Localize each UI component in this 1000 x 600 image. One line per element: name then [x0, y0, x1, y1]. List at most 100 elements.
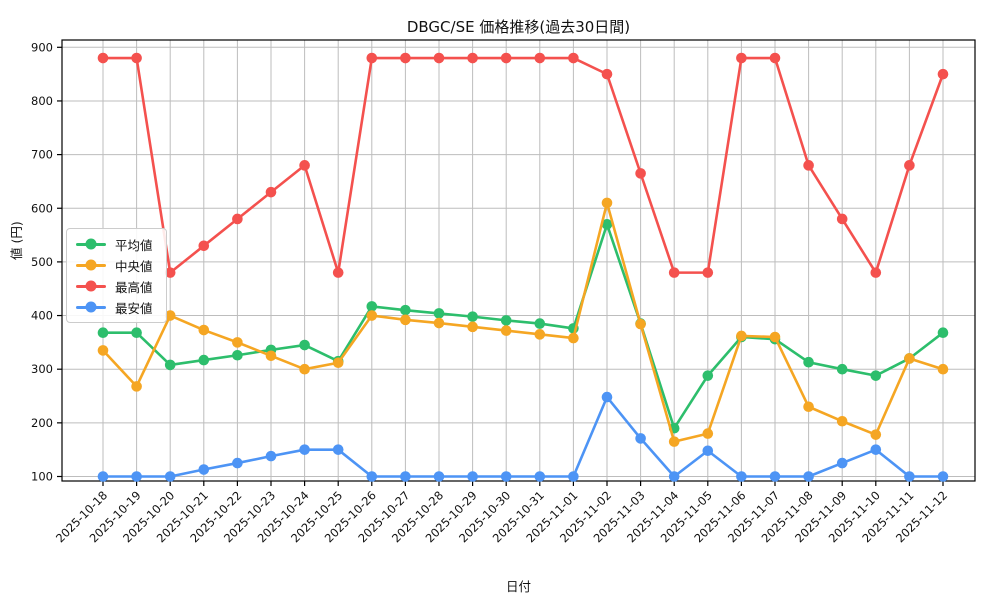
data-point — [265, 186, 277, 198]
data-point — [870, 444, 882, 455]
data-point — [635, 168, 646, 179]
data-point — [836, 415, 848, 427]
data-point — [904, 353, 915, 364]
data-point — [635, 318, 646, 330]
data-point — [500, 471, 512, 482]
data-point — [332, 357, 344, 369]
series-1 — [97, 197, 949, 447]
data-point — [870, 267, 882, 278]
data-point — [534, 318, 546, 329]
legend-line-marker-icon — [76, 301, 106, 313]
legend-label: 最安値 — [115, 300, 153, 316]
data-point — [232, 337, 243, 348]
y-tick-label: 500 — [31, 255, 53, 269]
legend-label: 中央値 — [115, 258, 153, 274]
data-point — [366, 52, 378, 64]
series-2 — [97, 52, 949, 278]
data-point — [433, 471, 445, 482]
legend-line-marker-icon — [76, 280, 106, 292]
data-point — [904, 471, 915, 482]
data-point — [702, 445, 714, 457]
data-point — [601, 197, 613, 209]
data-point — [568, 52, 579, 64]
legend-item: 最高値 — [76, 278, 153, 295]
data-point — [702, 267, 714, 278]
y-tick-label: 600 — [31, 201, 53, 215]
x-axis-label: 日付 — [505, 579, 531, 594]
data-point — [164, 310, 176, 321]
data-point — [232, 349, 243, 361]
y-tick-label: 900 — [31, 40, 53, 54]
data-point — [198, 464, 210, 475]
legend-item: 最安値 — [76, 299, 153, 316]
data-point — [500, 315, 512, 326]
data-point — [937, 471, 949, 482]
data-point — [400, 52, 411, 64]
chart-title: DBGC/SE 価格推移(過去30日間) — [406, 18, 631, 36]
data-point — [198, 240, 210, 252]
series-0 — [97, 219, 949, 434]
data-point — [937, 363, 949, 375]
x-axis: 2025-10-182025-10-192025-10-202025-10-21… — [53, 481, 950, 545]
data-point — [803, 356, 814, 368]
data-point — [769, 471, 781, 482]
data-point — [601, 68, 613, 80]
data-point — [131, 471, 142, 482]
data-point — [366, 310, 378, 321]
data-point — [803, 401, 814, 413]
data-point — [568, 471, 579, 482]
data-point — [702, 370, 714, 381]
data-point — [769, 331, 781, 343]
data-point — [366, 471, 378, 482]
data-point — [736, 330, 747, 342]
data-point — [433, 317, 445, 329]
data-point — [803, 471, 814, 482]
data-point — [299, 339, 310, 351]
data-point — [937, 68, 949, 80]
gridlines — [62, 40, 975, 481]
data-point — [467, 471, 478, 482]
data-point — [736, 471, 747, 482]
data-point — [131, 381, 142, 392]
legend: 平均値中央値最高値最安値 — [66, 228, 167, 323]
legend-label: 平均値 — [115, 237, 153, 253]
y-axis-label: 値 (円) — [9, 221, 24, 260]
data-point — [467, 311, 478, 322]
data-point — [601, 219, 613, 230]
data-point — [870, 429, 882, 440]
data-point — [232, 213, 243, 225]
data-point — [668, 267, 680, 278]
y-tick-label: 700 — [31, 148, 53, 162]
data-point — [568, 332, 579, 344]
series-3 — [97, 391, 949, 482]
data-point — [97, 345, 109, 356]
data-point — [131, 327, 142, 339]
data-point — [97, 52, 109, 64]
y-tick-label: 300 — [31, 362, 53, 376]
data-point — [131, 52, 142, 64]
legend-item: 平均値 — [76, 236, 153, 253]
data-point — [433, 52, 445, 64]
series-line — [101, 395, 945, 478]
data-point — [332, 444, 344, 455]
data-point — [265, 350, 277, 362]
data-point — [836, 457, 848, 469]
data-point — [635, 433, 646, 444]
data-point — [400, 471, 411, 482]
data-point — [400, 304, 411, 316]
data-point — [366, 301, 378, 312]
data-point — [736, 52, 747, 64]
data-point — [265, 450, 277, 462]
data-point — [500, 52, 512, 64]
data-point — [299, 444, 310, 455]
data-point — [467, 52, 478, 64]
data-point — [668, 436, 680, 447]
data-point — [500, 325, 512, 336]
y-tick-label: 800 — [31, 94, 53, 108]
data-point — [870, 370, 882, 381]
data-point — [97, 471, 109, 482]
series-line — [101, 223, 945, 430]
y-tick-label: 200 — [31, 416, 53, 430]
legend-line-marker-icon — [76, 238, 106, 250]
